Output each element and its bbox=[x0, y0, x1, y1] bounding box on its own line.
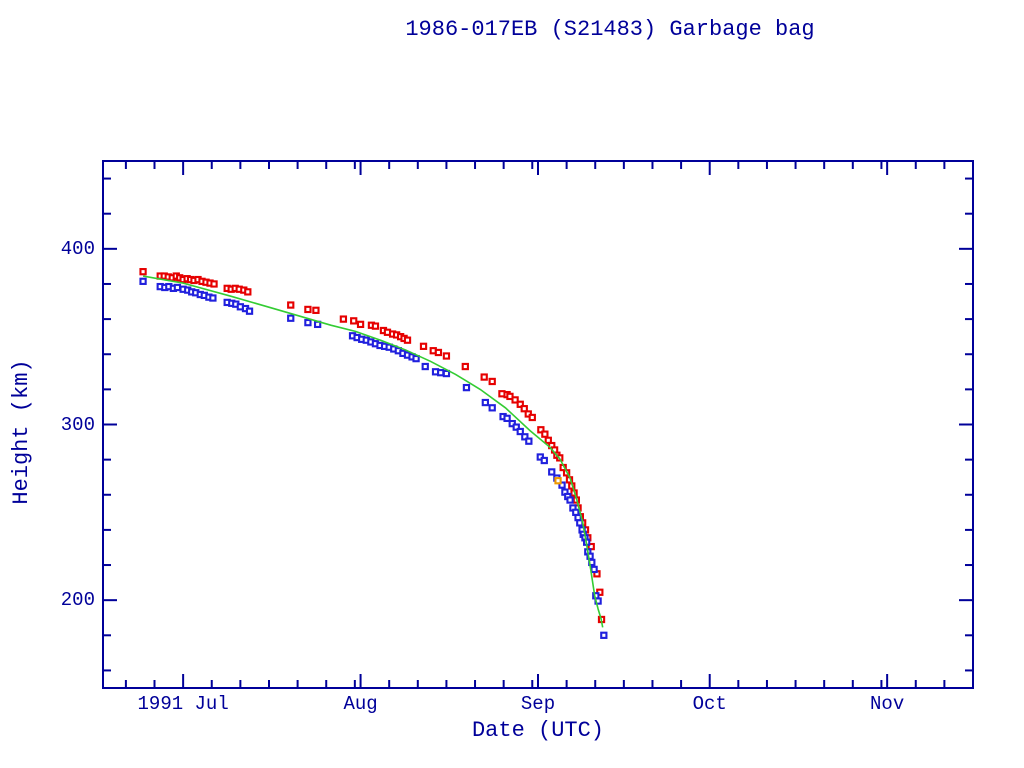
apogee-height-point bbox=[480, 373, 488, 381]
apogee-height-point bbox=[356, 320, 365, 329]
perigee-height-point bbox=[521, 433, 529, 441]
apogee-height-point bbox=[442, 352, 451, 360]
perigee-height-point bbox=[462, 383, 471, 392]
apogee-height-point bbox=[511, 396, 519, 404]
perigee-height-point bbox=[512, 423, 520, 431]
perigee-height-point bbox=[437, 369, 445, 377]
perigee-height-point bbox=[139, 277, 147, 285]
x-tick-label: Oct bbox=[692, 693, 727, 715]
perigee-height-point bbox=[600, 631, 608, 639]
decay-fit-line bbox=[142, 275, 604, 628]
perigee-height-point bbox=[540, 456, 548, 465]
perigee-height-point bbox=[287, 314, 295, 322]
apogee-height-point bbox=[528, 413, 536, 422]
apogee-height-point bbox=[403, 336, 412, 344]
apogee-height-point bbox=[537, 426, 545, 434]
y-axis-title: Height (km) bbox=[9, 359, 34, 505]
perigee-height-point bbox=[442, 369, 451, 378]
x-tick-label: Aug bbox=[343, 693, 378, 715]
perigee-height-point bbox=[245, 307, 254, 315]
apogee-height-point bbox=[244, 288, 252, 296]
apogee-height-point bbox=[461, 362, 469, 371]
perigee-height-point bbox=[412, 354, 420, 363]
apogee-height-point bbox=[139, 268, 147, 276]
apogee-height-point bbox=[210, 280, 218, 288]
perigee-height-point bbox=[209, 294, 217, 302]
perigee-height-point bbox=[558, 481, 566, 489]
apogee-height-point bbox=[520, 405, 528, 413]
apogee-height-point bbox=[312, 306, 320, 314]
perigee-height-point bbox=[421, 362, 429, 371]
perigee-height-point bbox=[566, 496, 574, 504]
perigee-height-point bbox=[481, 398, 489, 407]
y-tick-label: 200 bbox=[60, 589, 95, 612]
apogee-height-point bbox=[304, 305, 312, 314]
perigee-height-point bbox=[304, 318, 312, 327]
perigee-height-point bbox=[503, 414, 511, 423]
apogee-height-point bbox=[516, 400, 524, 408]
apogee-height-point bbox=[419, 342, 428, 350]
apogee-height-point bbox=[339, 315, 348, 323]
perigee-height-point bbox=[488, 404, 496, 412]
y-tick-label: 400 bbox=[60, 237, 95, 260]
other-observation-point bbox=[554, 477, 562, 485]
plot-frame bbox=[102, 160, 974, 689]
perigee-height-point bbox=[548, 468, 556, 476]
perigee-height-point bbox=[525, 437, 533, 445]
apogee-height-point bbox=[541, 430, 549, 438]
perigee-height-point bbox=[516, 427, 524, 436]
apogee-height-point bbox=[350, 317, 358, 325]
apogee-height-point bbox=[434, 348, 443, 357]
perigee-height-point bbox=[173, 283, 182, 292]
perigee-height-point bbox=[590, 565, 598, 574]
apogee-height-point bbox=[371, 322, 380, 330]
apogee-height-point bbox=[488, 377, 496, 386]
x-tick-label: 1991 Jul bbox=[137, 693, 229, 715]
x-tick-label: Sep bbox=[520, 693, 556, 715]
chart-title: 1986-017EB (S21483) Garbage bag bbox=[405, 17, 815, 42]
x-axis-title: Date (UTC) bbox=[471, 718, 605, 743]
x-tick-label: Nov bbox=[870, 693, 905, 715]
y-tick-label: 300 bbox=[60, 413, 95, 436]
apogee-height-point bbox=[287, 301, 295, 309]
